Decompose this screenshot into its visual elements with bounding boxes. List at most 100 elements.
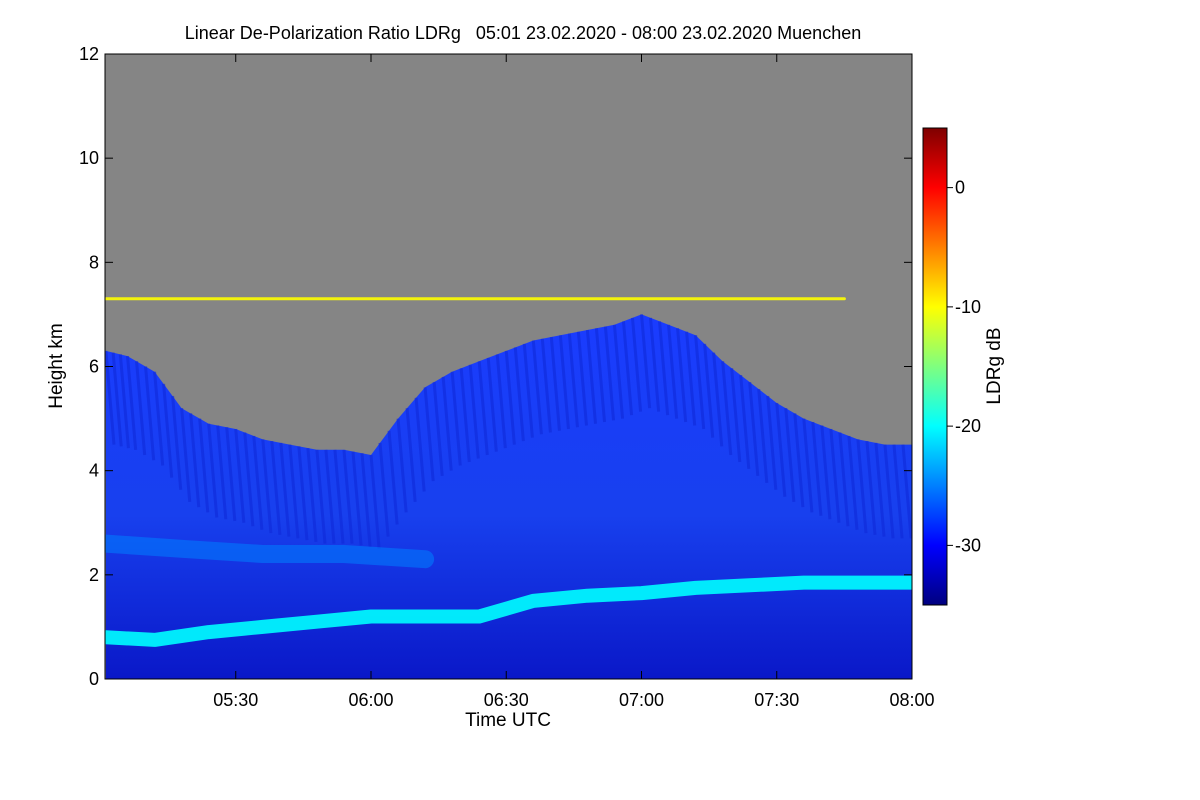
fall-streak	[540, 338, 552, 433]
fall-streak	[234, 428, 246, 523]
fall-streak	[739, 375, 751, 470]
y-tick-label: 10	[79, 148, 99, 168]
fall-streak	[216, 425, 228, 520]
y-tick-label: 4	[89, 461, 99, 481]
colorbar-tick-label: -20	[955, 416, 981, 436]
x-tick-label: 05:30	[213, 690, 258, 710]
fall-streak	[144, 366, 156, 461]
fall-streak	[351, 451, 363, 546]
fall-streak	[360, 453, 372, 548]
fall-streak	[594, 328, 607, 423]
fall-streak	[306, 447, 318, 542]
fall-streak	[297, 446, 309, 541]
fall-streak	[730, 368, 742, 463]
fall-streak	[784, 408, 796, 503]
fall-streak	[432, 381, 444, 477]
fall-streak	[504, 350, 516, 445]
fall-streak	[649, 317, 661, 412]
fall-streak	[531, 340, 543, 435]
fall-streak	[135, 361, 147, 456]
fall-streak	[892, 444, 904, 539]
fall-streak	[279, 442, 291, 537]
x-axis: 05:30 06:00 06:30 07:00 07:30 08:00	[213, 54, 935, 710]
fall-streak	[414, 397, 426, 492]
fall-streak	[775, 402, 787, 497]
colorbar-ticks: 0 -10 -20 -30	[947, 178, 981, 555]
fall-streak	[261, 439, 273, 534]
colorbar: 0 -10 -20 -30 LDRg dB	[922, 127, 1005, 606]
fall-streak	[838, 432, 850, 527]
fall-streak	[198, 418, 210, 513]
colorbar-scale	[922, 127, 948, 606]
fall-streak	[883, 444, 895, 539]
fall-streak	[793, 413, 805, 508]
fall-streak	[658, 321, 670, 416]
cloud-layers	[105, 297, 912, 647]
fall-streak	[549, 336, 561, 431]
fall-streak	[685, 331, 697, 426]
fall-streak	[901, 444, 912, 539]
colorbar-tick-label: -30	[955, 535, 981, 555]
fall-streak	[639, 314, 652, 409]
y-axis: 0 2 4 6 8 10 12	[79, 44, 912, 689]
y-tick-label: 2	[89, 565, 99, 585]
fall-streak	[369, 454, 381, 549]
fall-streak	[441, 376, 453, 471]
fall-streak	[847, 435, 859, 530]
fall-streak	[387, 430, 399, 525]
fall-streak	[766, 395, 778, 490]
fall-streak	[585, 329, 598, 424]
layer-elevated-aerosol-layer	[105, 534, 435, 569]
fall-streak	[225, 427, 237, 522]
y-tick-label: 12	[79, 44, 99, 64]
fall-streak	[712, 352, 724, 447]
fall-streak	[811, 421, 823, 516]
fall-streak	[207, 423, 219, 518]
fall-streaks	[105, 314, 912, 549]
fall-streak	[676, 328, 688, 423]
fall-streak	[342, 449, 354, 544]
fall-streak	[189, 413, 201, 508]
fall-streak	[126, 355, 138, 450]
x-tick-label: 06:00	[348, 690, 393, 710]
fall-streak	[703, 343, 715, 438]
fall-streak	[757, 388, 769, 483]
fall-streak	[315, 449, 327, 544]
fall-streak	[630, 317, 643, 412]
fall-streak	[180, 408, 192, 503]
fall-streak	[495, 354, 507, 449]
fall-streak	[748, 381, 760, 477]
x-tick-label: 08:00	[889, 690, 934, 710]
fall-streak	[396, 418, 408, 513]
fall-streak	[856, 439, 868, 534]
fall-streak	[612, 324, 625, 419]
fall-streak	[694, 335, 706, 430]
y-tick-label: 8	[89, 252, 99, 272]
x-tick-label: 07:00	[619, 690, 664, 710]
fall-streak	[576, 331, 588, 426]
fall-streak	[171, 395, 183, 490]
fall-streak	[450, 371, 462, 466]
y-tick-label: 6	[89, 357, 99, 377]
fall-streak	[621, 321, 634, 416]
fall-streak	[288, 444, 300, 539]
fall-streak	[378, 442, 390, 537]
fall-streak	[513, 347, 525, 442]
x-tick-label: 07:30	[754, 690, 799, 710]
plot-area	[105, 54, 912, 679]
y-axis-label: Height km	[46, 323, 67, 409]
fall-streak	[243, 432, 255, 527]
layer-low-cloud-base-layer	[105, 575, 912, 647]
fall-streak	[477, 361, 489, 456]
colorbar-label: LDRg dB	[984, 327, 1005, 404]
fall-streak	[333, 449, 345, 544]
fall-streak	[423, 387, 435, 482]
fall-streak	[558, 335, 570, 430]
fall-streak	[405, 408, 417, 503]
chart-title: Linear De-Polarization Ratio LDRg 05:01 …	[185, 23, 861, 43]
fall-streak	[324, 449, 336, 544]
fall-streak	[111, 352, 123, 447]
fall-streak	[874, 442, 886, 537]
fall-streak	[721, 361, 733, 456]
